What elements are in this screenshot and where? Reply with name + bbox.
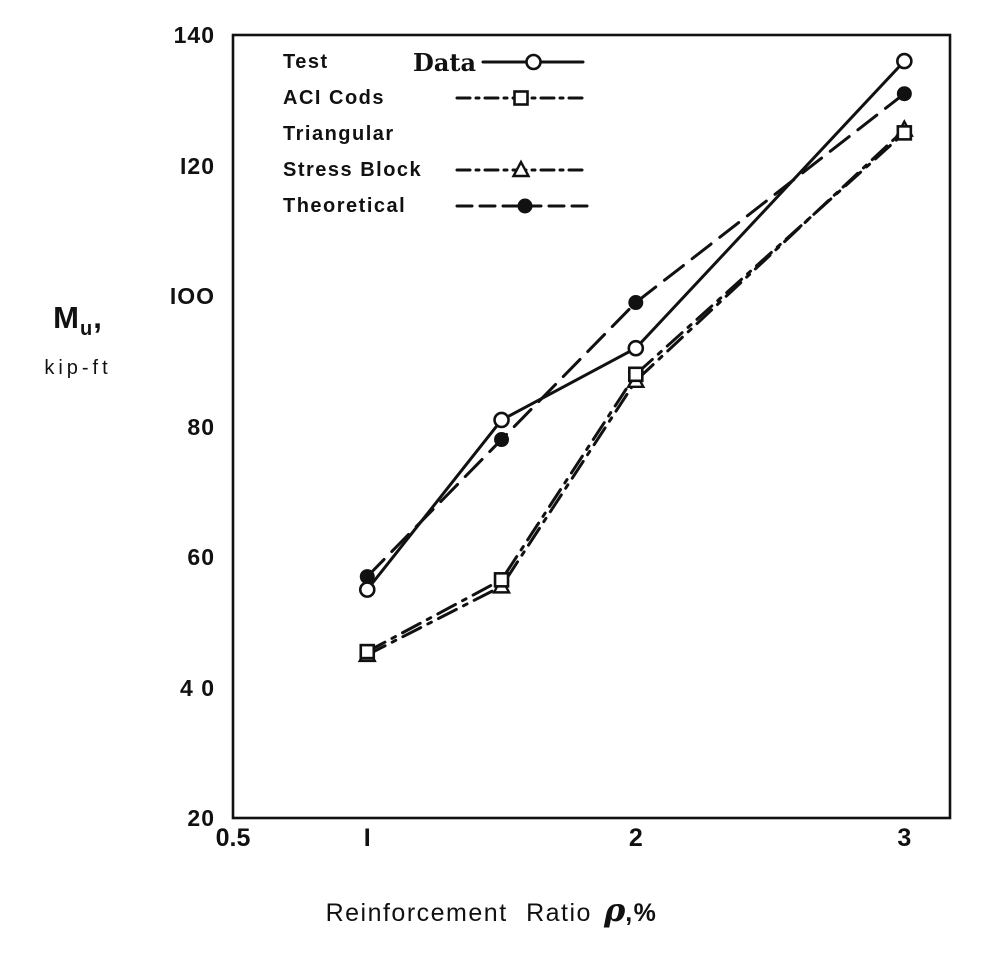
rho-symbol: ρ (603, 891, 626, 929)
square-open-marker-icon (493, 572, 510, 588)
x-axis-suffix: ,% (625, 899, 658, 927)
legend-item-stress-block: Stress Block (283, 152, 595, 188)
legend-label-test: Test (283, 50, 329, 73)
legend-label-theoretical: Theoretical (283, 194, 407, 217)
x-tick-label: I (363, 824, 371, 852)
circle-filled-marker-icon (359, 569, 375, 585)
y-tick-label: 60 (187, 544, 215, 570)
series-line-1 (365, 131, 906, 654)
circle-filled-marker-icon (628, 295, 644, 311)
legend-line-aci-code (455, 90, 586, 106)
y-axis-unit: kip-ft (44, 357, 112, 380)
circle-filled-marker-icon (494, 432, 510, 448)
y-tick-label: I20 (180, 152, 215, 179)
legend: Test Data ACI Cods Triangular Stress Blo… (283, 44, 595, 224)
legend-item-theoretical: Theoretical (283, 188, 595, 224)
x-tick-label: 2 (628, 824, 643, 852)
circle-open-marker-icon (525, 53, 542, 71)
legend-label-data: Data (413, 47, 476, 77)
x-tick-label: 0.5 (215, 824, 251, 852)
circle-filled-marker-icon (517, 198, 533, 214)
square-open-marker-icon (628, 366, 644, 383)
x-tick-label: 3 (897, 824, 912, 852)
square-open-marker-icon (896, 125, 913, 141)
y-tick-label: IOO (169, 283, 215, 309)
square-open-marker-icon (513, 90, 529, 106)
circle-filled-marker-icon (896, 86, 912, 102)
plot-border (231, 33, 952, 820)
legend-label-aci-code: ACI Cods (283, 86, 385, 109)
legend-item-triangular: Triangular (283, 116, 595, 152)
triangle-open-marker-icon (511, 159, 531, 178)
legend-line-stress-block (455, 159, 586, 178)
legend-line-theoretical (455, 198, 594, 214)
y-tick-label: 20 (187, 805, 215, 831)
x-axis-title: Reinforcement Ratio ρ,% (0, 891, 983, 929)
series-line-0 (365, 59, 906, 592)
y-axis-symbol: Mu, (53, 300, 103, 341)
square-open-marker-icon (359, 643, 376, 660)
legend-label-triangular: Triangular (283, 122, 395, 145)
legend-label-stress-block: Stress Block (283, 158, 423, 181)
circle-open-marker-icon (358, 581, 376, 598)
y-tick-label: 140 (173, 22, 215, 48)
circle-open-marker-icon (896, 52, 913, 70)
y-tick-label: 80 (187, 413, 215, 440)
legend-item-aci-code: ACI Cods (283, 80, 595, 116)
y-tick-label: 4 0 (180, 674, 215, 701)
y-axis-title: Mu, kip-ft (22, 300, 134, 380)
circle-open-marker-icon (493, 411, 510, 429)
circle-open-marker-icon (627, 339, 645, 357)
legend-item-test-data: Test Data (283, 44, 595, 80)
series-line-3 (365, 92, 906, 579)
x-axis-text: Reinforcement Ratio (325, 899, 592, 927)
legend-line-test-data (481, 53, 585, 71)
